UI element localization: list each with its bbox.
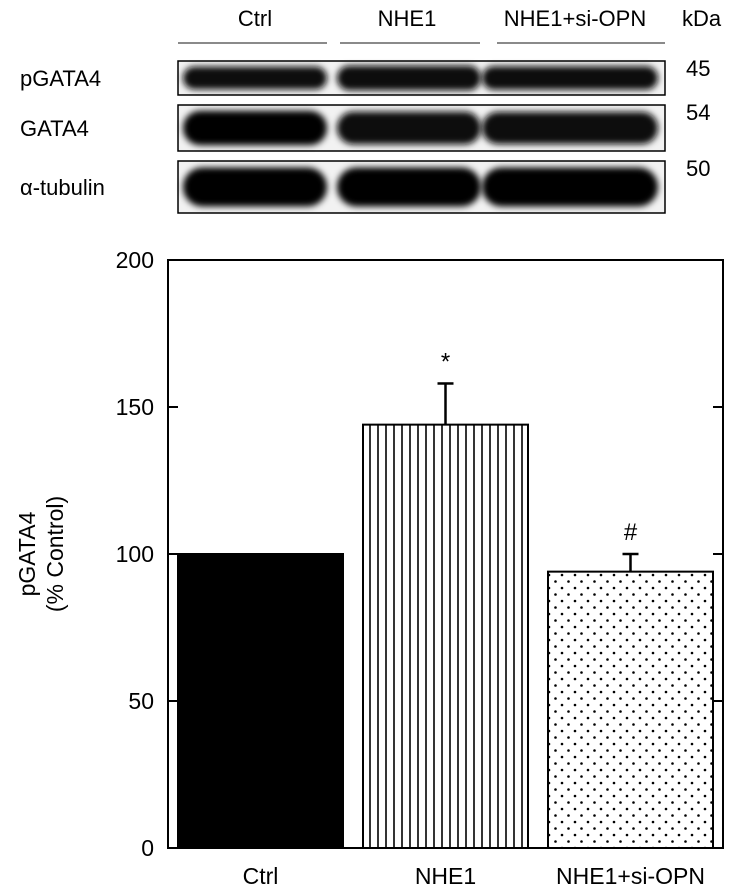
lane-label-nhe1: NHE1 xyxy=(378,6,437,31)
blot-band xyxy=(337,111,481,145)
bar xyxy=(547,570,714,849)
blot-band xyxy=(482,167,658,207)
blot-row: pGATA4 45 xyxy=(20,56,710,96)
blot-row-label: α-tubulin xyxy=(20,175,105,200)
x-tick-label: NHE1+si-OPN xyxy=(556,863,705,889)
blot-row-label: pGATA4 xyxy=(20,66,101,91)
blot-row-kda: 45 xyxy=(686,56,710,81)
blot-row-kda: 50 xyxy=(686,156,710,181)
y-tick-label: 0 xyxy=(141,835,154,861)
blot-band xyxy=(482,111,658,145)
y-tick-label: 200 xyxy=(116,247,154,273)
significance-marker: # xyxy=(624,519,638,546)
blot-band xyxy=(183,66,327,90)
y-axis-label-line2: (% Control) xyxy=(42,496,68,612)
bar xyxy=(362,423,529,849)
blot-band xyxy=(337,167,481,207)
blot-row: GATA4 54 xyxy=(20,100,710,152)
y-axis-label-line1: pGATA4 xyxy=(14,511,40,596)
y-axis: 0 50 100 150 200 xyxy=(116,247,723,861)
blot-band xyxy=(337,65,481,91)
bar xyxy=(177,553,344,849)
blot-row-label: GATA4 xyxy=(20,116,89,141)
blot-band xyxy=(183,167,327,207)
blot-row-kda: 54 xyxy=(686,100,710,125)
y-tick-label: 50 xyxy=(128,688,154,714)
x-axis: Ctrl NHE1 NHE1+si-OPN xyxy=(243,863,705,889)
blot-band xyxy=(183,110,327,146)
y-tick-label: 100 xyxy=(116,541,154,567)
x-tick-label: Ctrl xyxy=(243,863,279,889)
x-tick-label: NHE1 xyxy=(415,863,476,889)
y-tick-label: 150 xyxy=(116,394,154,420)
lane-label-ctrl: Ctrl xyxy=(238,6,272,31)
blot-band xyxy=(482,66,658,90)
blot-row: α-tubulin 50 xyxy=(20,156,710,214)
western-blot-panel: Ctrl NHE1 NHE1+si-OPN kDa pGATA4 45 GATA4 5… xyxy=(20,6,722,214)
kda-header: kDa xyxy=(682,6,722,31)
bars: *# xyxy=(177,348,714,849)
lane-label-nhe1-si-opn: NHE1+si-OPN xyxy=(504,6,646,31)
significance-marker: * xyxy=(441,348,450,375)
